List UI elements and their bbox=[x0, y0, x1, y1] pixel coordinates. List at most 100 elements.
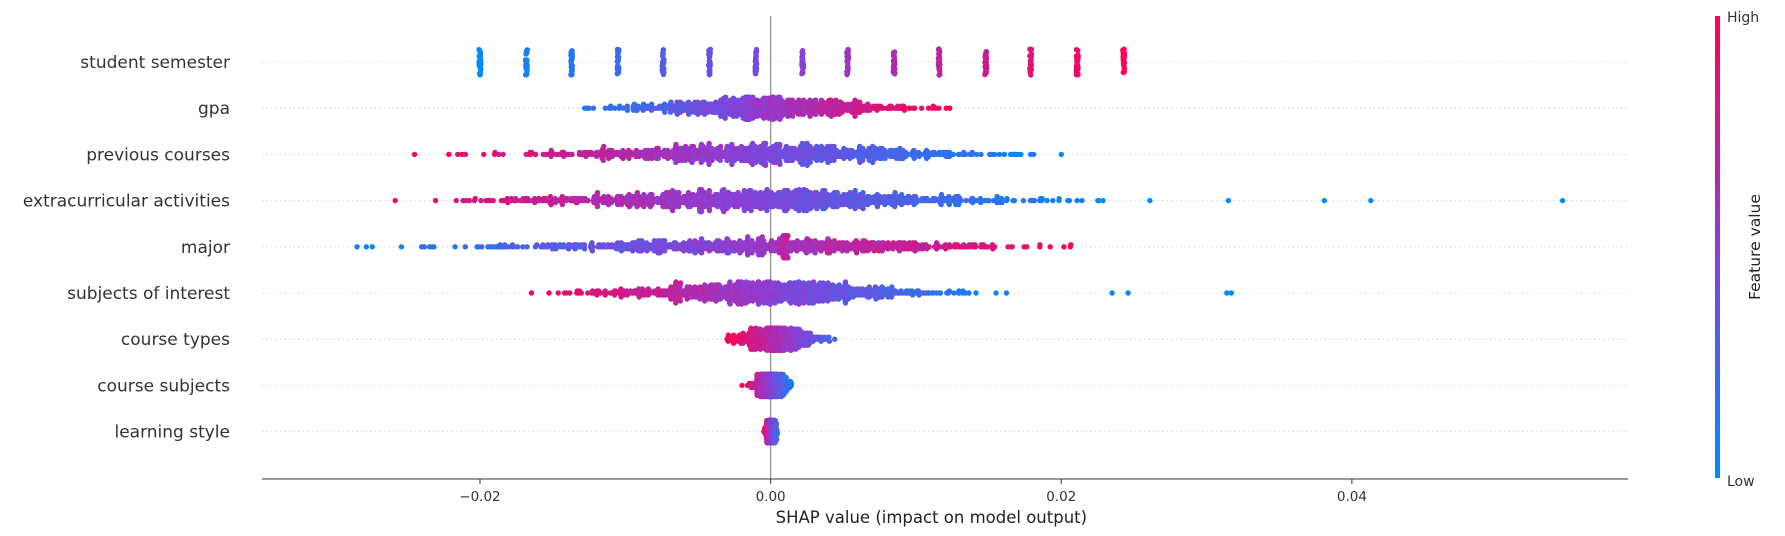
data-point bbox=[969, 149, 975, 156]
data-point bbox=[785, 233, 791, 239]
data-point bbox=[963, 151, 969, 158]
data-point bbox=[682, 157, 689, 164]
data-point bbox=[476, 47, 483, 54]
data-point bbox=[481, 151, 487, 158]
data-point bbox=[870, 159, 876, 166]
data-point bbox=[753, 70, 759, 77]
data-point bbox=[641, 203, 647, 210]
data-point bbox=[764, 207, 770, 214]
data-point bbox=[1027, 66, 1033, 73]
data-point bbox=[762, 140, 769, 147]
data-point bbox=[706, 207, 713, 214]
data-point bbox=[1056, 195, 1062, 202]
data-point bbox=[398, 244, 405, 250]
data-point bbox=[1121, 59, 1128, 66]
data-point bbox=[890, 53, 897, 59]
data-point bbox=[446, 151, 452, 158]
data-point bbox=[753, 57, 759, 63]
data-point bbox=[1225, 197, 1232, 204]
data-point bbox=[911, 155, 917, 162]
data-point bbox=[660, 56, 667, 62]
data-point bbox=[807, 159, 813, 166]
data-point bbox=[902, 105, 908, 111]
data-point bbox=[662, 238, 668, 244]
data-point bbox=[548, 201, 554, 208]
data-point bbox=[1120, 47, 1126, 53]
data-point bbox=[706, 187, 712, 194]
data-point bbox=[547, 193, 554, 200]
data-point bbox=[601, 143, 607, 150]
data-point bbox=[845, 64, 851, 71]
data-point bbox=[431, 244, 437, 250]
data-point bbox=[852, 205, 858, 212]
data-point bbox=[698, 208, 705, 215]
data-point bbox=[660, 51, 666, 57]
data-point bbox=[1004, 195, 1010, 202]
data-point bbox=[925, 149, 932, 156]
data-point bbox=[597, 290, 604, 296]
data-point bbox=[615, 55, 621, 62]
data-point bbox=[936, 56, 942, 62]
data-point bbox=[635, 103, 641, 109]
data-point bbox=[918, 151, 924, 158]
data-point bbox=[524, 244, 530, 250]
data-point bbox=[500, 151, 506, 158]
data-point bbox=[586, 105, 592, 111]
data-point bbox=[392, 197, 398, 204]
data-point bbox=[983, 48, 989, 55]
data-point bbox=[581, 246, 588, 252]
data-point bbox=[996, 151, 1003, 158]
data-point bbox=[890, 69, 897, 75]
data-point bbox=[479, 244, 485, 250]
data-point bbox=[983, 56, 990, 62]
data-point bbox=[706, 161, 712, 168]
data-point bbox=[1020, 197, 1027, 204]
data-point bbox=[1073, 69, 1080, 76]
data-point bbox=[722, 115, 728, 121]
data-point bbox=[882, 155, 888, 162]
data-point bbox=[1031, 151, 1037, 158]
data-point bbox=[462, 244, 468, 250]
data-point bbox=[1011, 197, 1018, 204]
data-point bbox=[706, 140, 712, 147]
data-point bbox=[1074, 197, 1080, 204]
data-point bbox=[935, 62, 942, 68]
data-point bbox=[472, 195, 478, 202]
data-point bbox=[799, 161, 805, 168]
data-point bbox=[785, 255, 791, 261]
data-point bbox=[926, 244, 932, 250]
data-point bbox=[831, 157, 837, 164]
data-point bbox=[831, 143, 837, 150]
data-point bbox=[1068, 242, 1074, 248]
data-point bbox=[496, 151, 502, 158]
data-point bbox=[1147, 197, 1153, 204]
data-point bbox=[707, 61, 713, 67]
data-point bbox=[799, 64, 806, 70]
data-point bbox=[844, 52, 850, 58]
data-point bbox=[753, 48, 760, 55]
data-point bbox=[1047, 244, 1053, 250]
data-point bbox=[1027, 46, 1033, 52]
data-point bbox=[513, 197, 519, 204]
data-point bbox=[777, 141, 783, 148]
data-point bbox=[600, 157, 606, 164]
data-point bbox=[682, 143, 689, 150]
data-points bbox=[354, 46, 1566, 446]
data-point bbox=[1024, 244, 1030, 250]
data-point bbox=[455, 151, 461, 158]
data-point bbox=[569, 71, 575, 78]
data-point bbox=[845, 46, 851, 53]
data-point bbox=[1100, 197, 1106, 204]
data-point bbox=[1009, 244, 1015, 250]
data-point bbox=[478, 197, 484, 204]
data-point bbox=[569, 67, 575, 73]
data-point bbox=[432, 197, 439, 204]
data-point bbox=[937, 71, 943, 78]
data-point bbox=[1559, 197, 1566, 204]
data-point bbox=[911, 147, 917, 154]
data-point bbox=[1074, 58, 1081, 64]
data-point bbox=[992, 244, 998, 250]
data-point bbox=[978, 151, 984, 158]
data-point bbox=[1001, 151, 1008, 158]
data-point bbox=[602, 105, 609, 111]
